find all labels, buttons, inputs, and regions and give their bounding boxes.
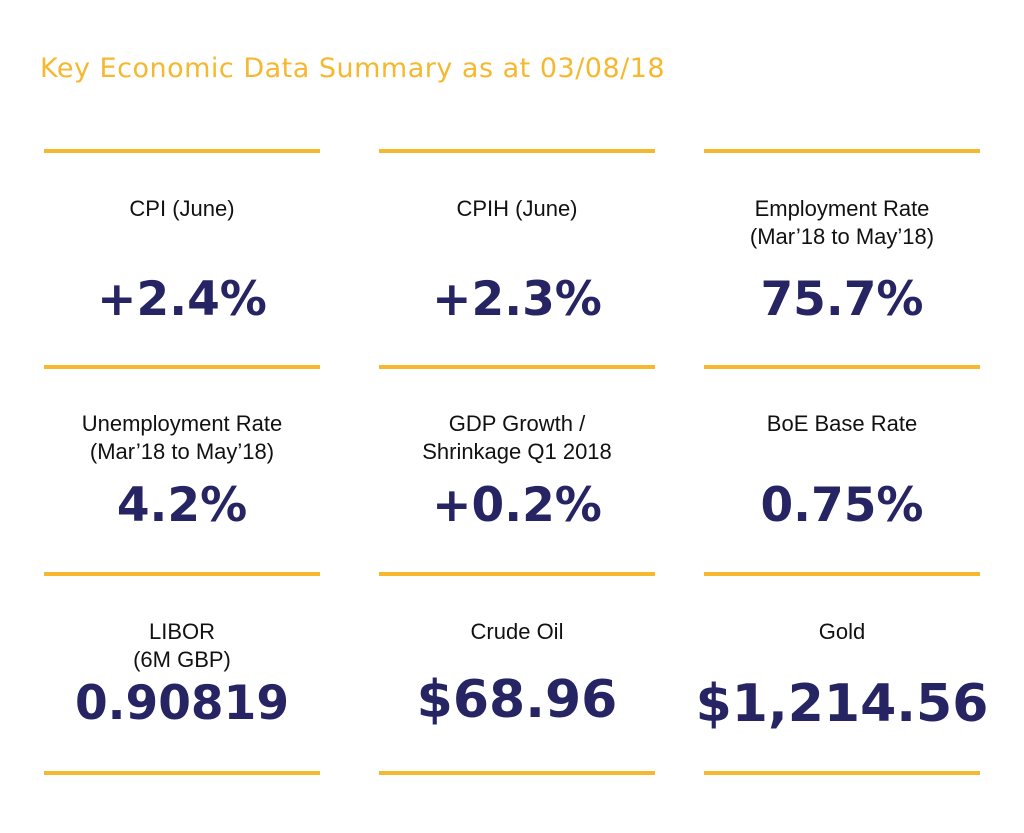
- indicator-value: $68.96: [416, 670, 618, 730]
- indicator-label-line: LIBOR: [148, 619, 216, 644]
- indicator-label-line: (6M GBP): [133, 647, 231, 672]
- indicator-value: 0.75%: [760, 478, 924, 533]
- indicator-label-line: GDP Growth /: [448, 411, 586, 436]
- indicator-value: 4.2%: [116, 478, 248, 533]
- divider-line: [379, 149, 655, 153]
- indicator-label: Employment Rate (Mar’18 to May’18): [704, 195, 980, 251]
- divider-line: [379, 572, 655, 576]
- indicator-value: 0.90819: [74, 676, 290, 731]
- indicator-value: +2.3%: [432, 272, 602, 327]
- indicator-value: 75.7%: [760, 272, 924, 327]
- indicator-label: GDP Growth / Shrinkage Q1 2018: [379, 410, 655, 466]
- divider-line: [704, 771, 980, 775]
- indicator-label-line: (Mar’18 to May’18): [749, 224, 935, 249]
- indicator-label-line: BoE Base Rate: [766, 411, 918, 436]
- divider-line: [379, 365, 655, 369]
- indicator-label-line: Unemployment Rate: [81, 411, 283, 436]
- indicator-label: BoE Base Rate: [704, 410, 980, 438]
- indicator-label-line: CPIH (June): [456, 196, 578, 221]
- indicator-label: CPI (June): [44, 195, 320, 223]
- divider-line: [44, 771, 320, 775]
- indicator-label-line: CPI (June): [129, 196, 235, 221]
- indicator-label-line: (Mar’18 to May’18): [89, 439, 275, 464]
- divider-line: [44, 365, 320, 369]
- indicator-label-line: Gold: [818, 619, 866, 644]
- indicator-label: CPIH (June): [379, 195, 655, 223]
- indicator-value: +0.2%: [432, 478, 602, 533]
- indicator-label-line: Crude Oil: [470, 619, 564, 644]
- divider-line: [704, 149, 980, 153]
- indicator-value: $1,214.56: [695, 674, 989, 734]
- divider-line: [704, 365, 980, 369]
- divider-line: [44, 572, 320, 576]
- divider-line: [704, 572, 980, 576]
- indicator-label-line: Employment Rate: [754, 196, 930, 221]
- indicator-label: Crude Oil: [379, 618, 655, 646]
- indicator-label: Unemployment Rate (Mar’18 to May’18): [44, 410, 320, 466]
- divider-line: [44, 149, 320, 153]
- indicator-value: +2.4%: [97, 272, 267, 327]
- indicator-label-line: Shrinkage Q1 2018: [422, 439, 612, 464]
- indicator-label: Gold: [704, 618, 980, 646]
- divider-line: [379, 771, 655, 775]
- indicator-label: LIBOR (6M GBP): [44, 618, 320, 674]
- page-title: Key Economic Data Summary as at 03/08/18: [40, 53, 666, 84]
